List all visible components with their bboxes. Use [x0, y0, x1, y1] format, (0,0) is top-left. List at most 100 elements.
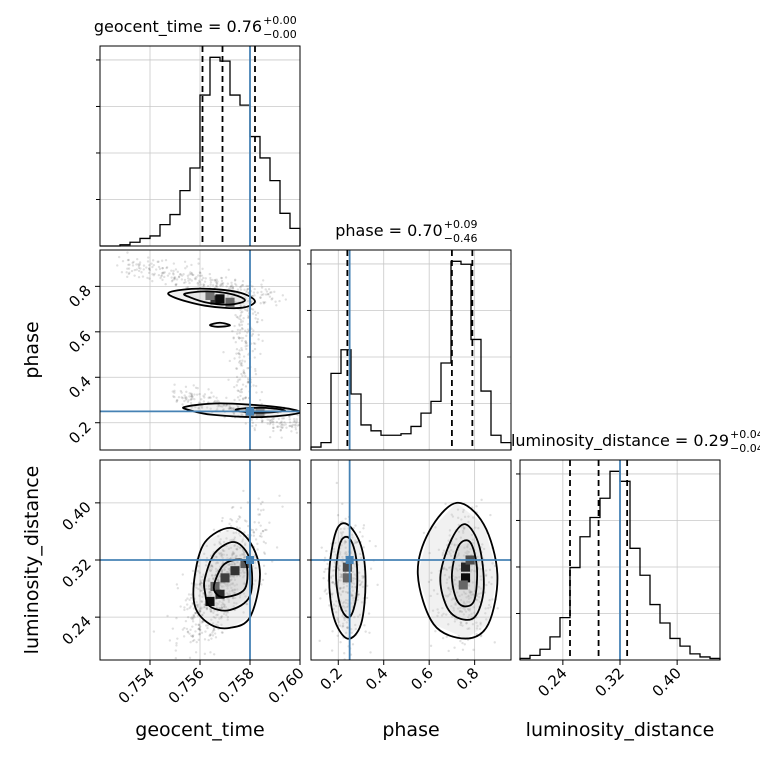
- sample-point: [233, 591, 237, 595]
- sample-point: [230, 554, 234, 557]
- sample-point: [283, 421, 286, 424]
- sample-point: [215, 555, 218, 558]
- sample-point: [294, 426, 297, 429]
- sample-point: [238, 359, 242, 363]
- sample-point: [467, 594, 470, 598]
- sample-point: [464, 602, 467, 606]
- sample-point: [190, 582, 194, 585]
- sample-point: [190, 263, 193, 267]
- sample-point: [253, 356, 256, 359]
- sample-point: [198, 627, 201, 630]
- sample-point: [126, 258, 130, 262]
- sample-point: [228, 568, 231, 571]
- sample-point: [191, 635, 194, 638]
- sample-point: [233, 588, 237, 592]
- sample-point: [242, 397, 245, 400]
- sample-point: [340, 573, 344, 577]
- sample-point: [434, 630, 437, 633]
- sample-point: [330, 649, 334, 652]
- sample-point: [235, 332, 239, 335]
- sample-point: [190, 406, 193, 409]
- sample-point: [356, 598, 359, 602]
- sample-point: [233, 562, 237, 566]
- sample-point: [183, 278, 187, 282]
- sample-point: [457, 554, 460, 557]
- sample-point: [238, 356, 241, 359]
- sample-point: [484, 612, 487, 615]
- sample-point: [190, 272, 193, 276]
- sample-point: [442, 566, 446, 569]
- sample-point: [117, 255, 121, 259]
- sample-point: [339, 531, 343, 534]
- sample-point: [205, 544, 209, 548]
- sample-point: [215, 556, 218, 559]
- sample-point: [271, 420, 274, 423]
- sample-point: [203, 669, 205, 671]
- sample-point: [462, 531, 465, 534]
- sample-point: [209, 590, 212, 594]
- sample-point: [355, 540, 359, 544]
- sample-point: [253, 294, 256, 297]
- sample-point: [225, 570, 229, 574]
- sample-point: [200, 405, 204, 408]
- sample-point: [288, 424, 291, 428]
- sample-point: [332, 574, 335, 577]
- sample-point: [454, 601, 457, 605]
- density-cell: [342, 562, 352, 572]
- sample-point: [231, 552, 234, 555]
- sample-point: [339, 593, 343, 596]
- sample-point: [200, 398, 203, 401]
- sample-point: [213, 628, 216, 632]
- sample-point: [484, 607, 487, 610]
- sample-point: [288, 415, 291, 419]
- sample-point: [469, 547, 472, 551]
- sample-point: [441, 551, 445, 555]
- sample-point: [200, 278, 204, 282]
- sample-point: [221, 548, 224, 551]
- sample-point: [472, 606, 475, 609]
- sample-point: [479, 621, 482, 625]
- sample-point: [261, 419, 264, 423]
- sample-point: [239, 364, 243, 367]
- sample-point: [455, 538, 458, 541]
- sample-point: [326, 562, 329, 566]
- sample-point: [442, 612, 445, 615]
- sample-point: [256, 508, 260, 511]
- sample-point: [190, 634, 193, 638]
- sample-point: [215, 278, 218, 281]
- sample-point: [227, 567, 230, 571]
- sample-point: [212, 578, 215, 581]
- sample-point: [222, 408, 225, 411]
- sample-point: [188, 656, 192, 660]
- sample-point: [219, 284, 222, 287]
- sample-point: [240, 326, 244, 330]
- sample-point: [353, 616, 356, 619]
- sample-point: [189, 398, 192, 401]
- density-cell: [458, 580, 468, 590]
- sample-point: [474, 526, 477, 529]
- sample-point: [251, 312, 255, 315]
- sample-point: [450, 615, 454, 618]
- sample-point: [126, 251, 129, 254]
- sample-point: [232, 538, 236, 541]
- sample-point: [235, 520, 238, 523]
- sample-point: [252, 342, 256, 345]
- hist-title-main: luminosity_distance = 0.29: [511, 431, 729, 451]
- sample-point: [182, 635, 186, 638]
- sample-point: [206, 284, 210, 288]
- sample-point: [199, 281, 202, 284]
- sample-point: [437, 548, 441, 552]
- sample-point: [331, 581, 334, 584]
- sample-point: [185, 390, 188, 394]
- sample-point: [194, 386, 198, 389]
- sample-point: [245, 520, 248, 523]
- sample-point: [239, 554, 242, 557]
- sample-point: [265, 528, 268, 532]
- sample-point: [261, 339, 264, 343]
- sample-point: [455, 576, 459, 580]
- sample-point: [330, 593, 334, 597]
- sample-point: [199, 589, 203, 593]
- sample-point: [238, 353, 242, 356]
- sample-point: [238, 516, 242, 519]
- sample-point: [203, 638, 207, 641]
